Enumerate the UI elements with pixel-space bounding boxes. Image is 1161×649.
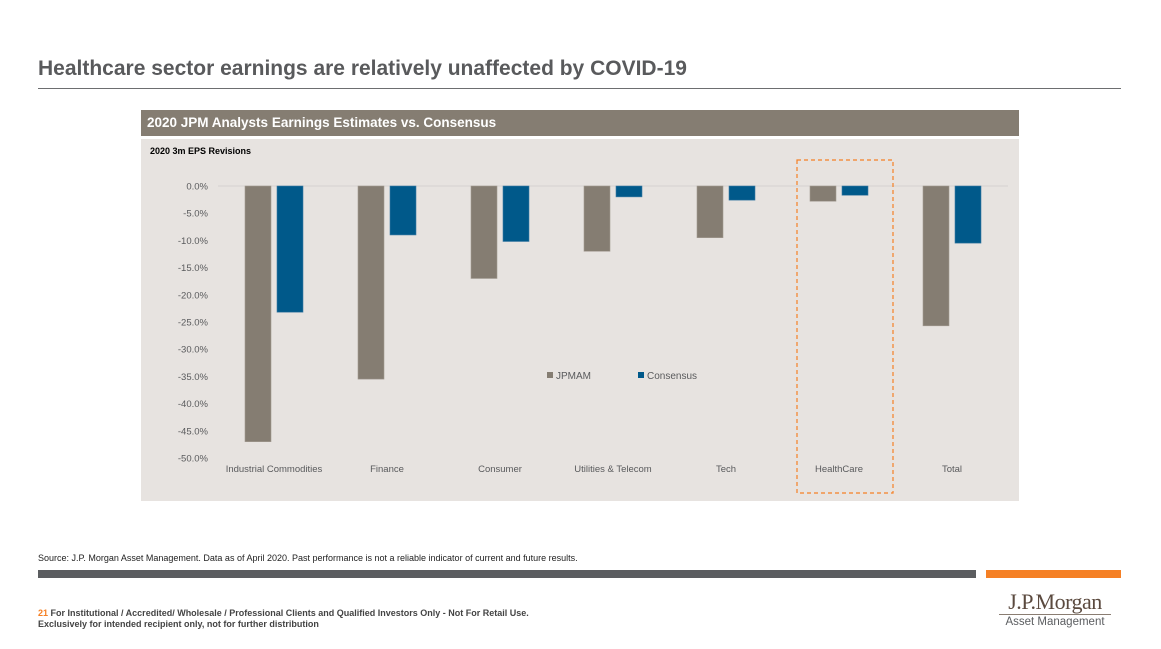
highlight-box-healthcare (796, 159, 894, 494)
bar-jpmam-finance (357, 185, 385, 380)
footer-orange-bar (986, 570, 1121, 578)
bar-jpmam-consumer (470, 185, 498, 279)
y-tick-label: -20.0% (178, 290, 209, 301)
y-tick-label: -25.0% (178, 318, 209, 329)
bar-jpmam-total (922, 185, 950, 327)
y-tick-label: -15.0% (178, 263, 209, 274)
legend-swatch-jpmam (547, 372, 553, 378)
bar-jpmam-industrial-commodities (244, 185, 272, 442)
disclaimer-line-1: 21 For Institutional / Accredited/ Whole… (38, 608, 529, 618)
disclaimer-line-2: Exclusively for intended recipient only,… (38, 619, 319, 629)
jpmorgan-logo: J.P.Morgan Asset Management (995, 591, 1115, 629)
y-tick-label: -50.0% (178, 454, 209, 465)
y-tick-label: -10.0% (178, 236, 209, 247)
bar-consensus-finance (389, 185, 417, 236)
chart-title: 2020 3m EPS Revisions (150, 146, 252, 156)
bar-consensus-industrial-commodities (276, 185, 304, 313)
footer-gray-bar (38, 570, 976, 578)
disclaimer-text: For Institutional / Accredited/ Wholesal… (48, 608, 529, 618)
x-category-label: Tech (716, 464, 736, 475)
x-category-label: Finance (370, 464, 404, 475)
bar-jpmam-tech (696, 185, 724, 238)
y-tick-label: -40.0% (178, 399, 209, 410)
y-tick-label: -45.0% (178, 426, 209, 437)
bar-consensus-tech (728, 185, 756, 201)
source-note: Source: J.P. Morgan Asset Management. Da… (38, 553, 578, 563)
bar-jpmam-utilities-telecom (583, 185, 611, 252)
x-category-label: Total (942, 464, 962, 475)
slide-title: Healthcare sector earnings are relativel… (38, 57, 687, 80)
y-tick-label: -5.0% (183, 209, 208, 220)
legend-label-jpmam: JPMAM (556, 371, 591, 382)
logo-wordmark: J.P.Morgan (1008, 589, 1102, 614)
bar-consensus-total (954, 185, 982, 244)
logo-rule (999, 614, 1111, 615)
y-tick-label: -30.0% (178, 345, 209, 356)
legend-label-consensus: Consensus (647, 371, 697, 382)
page-number: 21 (38, 608, 49, 618)
x-category-label: HealthCare (815, 464, 863, 475)
title-divider (38, 88, 1121, 89)
legend-swatch-consensus (638, 372, 644, 378)
x-category-label: Utilities & Telecom (574, 464, 652, 475)
y-tick-label: -35.0% (178, 372, 209, 383)
bar-consensus-utilities-telecom (615, 185, 643, 198)
chart-panel-header: 2020 JPM Analysts Earnings Estimates vs.… (141, 110, 1019, 136)
bar-consensus-healthcare (841, 185, 869, 196)
logo-subtitle: Asset Management (1005, 616, 1105, 628)
y-tick-label: 0.0% (186, 182, 208, 193)
x-category-label: Industrial Commodities (226, 464, 323, 475)
x-category-label: Consumer (478, 464, 522, 475)
bar-jpmam-healthcare (809, 185, 837, 202)
bar-consensus-consumer (502, 185, 530, 242)
